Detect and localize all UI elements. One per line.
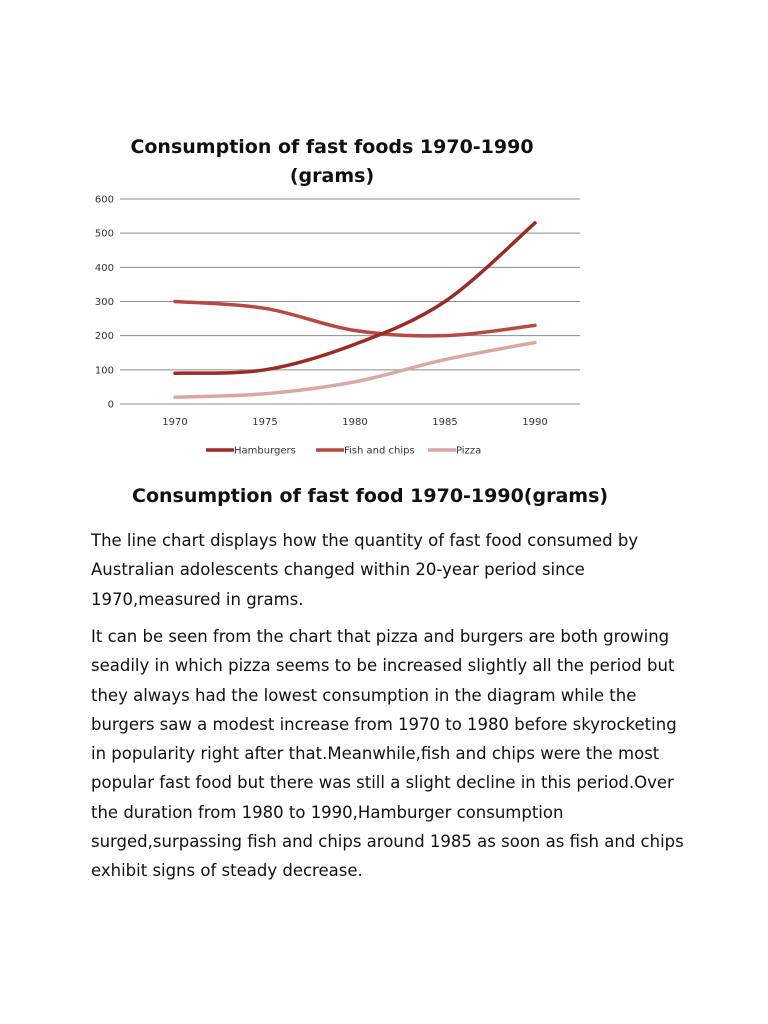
text-line: It can be seen from the chart that pizza…: [91, 627, 670, 646]
text-line: exhibit signs of steady decrease.: [91, 861, 363, 881]
text-line: 1970,measured in grams.: [91, 589, 304, 609]
y-tick-label: 300: [95, 297, 114, 308]
text-line: The line chart displays how the quantity…: [91, 531, 639, 550]
y-tick-label: 600: [95, 195, 114, 206]
y-axis-ticks: 0 100 200 300 400 500 600: [95, 195, 114, 411]
y-tick-label: 400: [95, 263, 114, 274]
legend-label: Hamburgers: [234, 446, 296, 457]
x-tick-label: 1985: [432, 417, 457, 428]
series-line-pizza: [173, 340, 537, 399]
document-heading: Consumption of fast food 1970-1990(grams…: [132, 485, 609, 507]
text-line: seadily in which pizza seems to be incre…: [91, 656, 675, 676]
y-tick-label: 100: [95, 365, 114, 376]
paragraph-intro: The line chart displays how the quantity…: [91, 526, 691, 614]
line-chart: Consumption of fast foods 1970-1990 (gra…: [80, 120, 600, 470]
chart-subtitle: (grams): [290, 165, 374, 187]
text-line: surged,surpassing fish and chips around …: [91, 832, 684, 852]
text-line: in popularity right after that.Meanwhile…: [91, 744, 660, 764]
legend-label: Pizza: [456, 446, 481, 457]
legend-label: Fish and chips: [344, 446, 415, 457]
x-tick-label: 1975: [252, 417, 277, 428]
text-line: popular fast food but there was still a …: [91, 773, 674, 793]
x-tick-label: 1980: [342, 417, 367, 428]
text-line: Australian adolescents changed within 20…: [91, 560, 585, 580]
text-line: burgers saw a modest increase from 1970 …: [91, 714, 677, 734]
y-tick-label: 200: [95, 331, 114, 342]
text-line: the duration from 1980 to 1990,Hamburger…: [91, 802, 564, 822]
y-tick-label: 500: [95, 229, 114, 240]
x-axis-ticks: 1970 1975 1980 1985 1990: [162, 417, 547, 428]
legend: Hamburgers Fish and chips Pizza: [206, 446, 481, 457]
y-tick-label: 0: [108, 400, 114, 411]
series-line-fish-and-chips: [173, 299, 537, 338]
series-layer: [173, 221, 537, 399]
series-line-hamburgers: [173, 221, 537, 375]
x-tick-label: 1990: [522, 417, 547, 428]
chart-svg: Consumption of fast foods 1970-1990 (gra…: [95, 136, 580, 457]
paragraph-analysis: It can be seen from the chart that pizza…: [91, 622, 691, 886]
chart-title: Consumption of fast foods 1970-1990: [130, 136, 533, 158]
x-tick-label: 1970: [162, 417, 187, 428]
text-line: they always had the lowest consumption i…: [91, 685, 637, 705]
